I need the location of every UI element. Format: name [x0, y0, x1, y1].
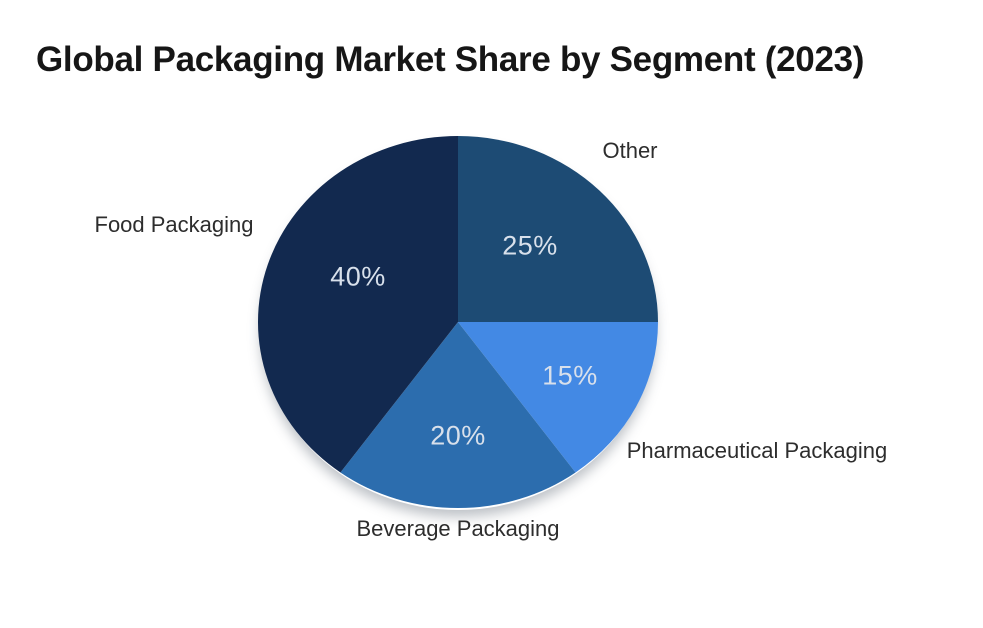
- pie-slice-other: [458, 136, 658, 322]
- pie-slice-pharmaceutical-packaging: [458, 322, 658, 473]
- pie-slice-beverage-packaging: [340, 322, 576, 509]
- value-label-food-packaging: 40%: [330, 261, 386, 292]
- segment-label-beverage-packaging: Beverage Packaging: [356, 516, 560, 541]
- chart-title: Global Packaging Market Share by Segment…: [36, 40, 865, 79]
- value-label-other: 25%: [502, 230, 558, 261]
- pie-slices: [257, 136, 658, 509]
- value-label-pharmaceutical-packaging: 15%: [542, 360, 598, 391]
- pie-slice-food-packaging: [257, 136, 458, 473]
- segment-label-pharmaceutical-packaging: Pharmaceutical Packaging: [626, 438, 888, 463]
- value-label-beverage-packaging: 20%: [430, 420, 486, 451]
- segment-label-food-packaging: Food Packaging: [94, 212, 254, 237]
- segment-label-other: Other: [602, 138, 658, 163]
